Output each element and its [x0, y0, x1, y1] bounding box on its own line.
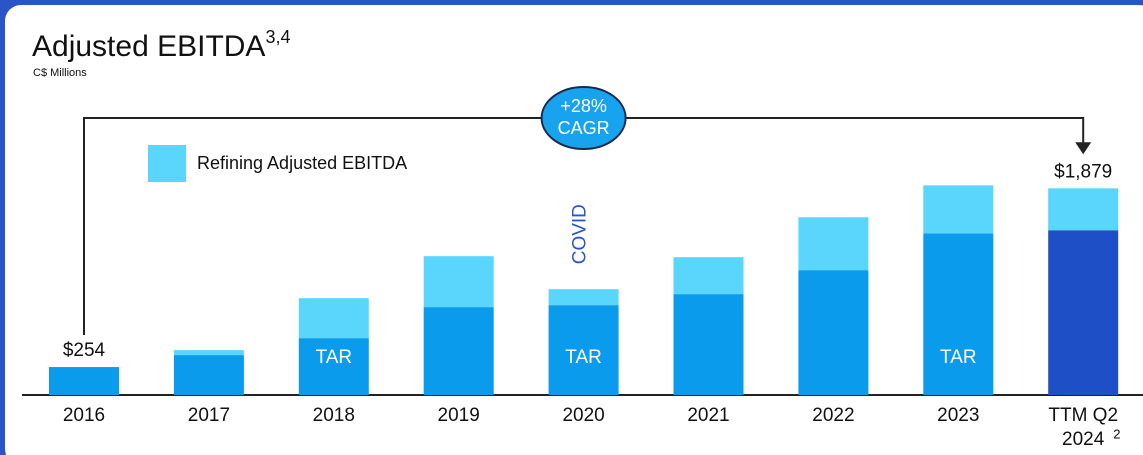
bar-segment — [548, 289, 619, 306]
bar-segment — [298, 338, 369, 395]
cagr-bubble — [540, 86, 627, 150]
x-tick-label: 2017 — [188, 405, 230, 426]
x-tick-label: 2021 — [687, 405, 729, 426]
bar-segment — [173, 350, 244, 356]
chart-title: Adjusted EBITDA3,4 — [32, 27, 290, 63]
x-tick-label: 2022 — [812, 405, 854, 426]
subtitle: C$ Millions — [33, 67, 87, 79]
x-tick-label: 2018 — [313, 405, 355, 426]
bar-segment — [1048, 188, 1119, 231]
x-tick-label: TTM Q2 — [1048, 405, 1118, 426]
bar-annotation: TAR — [565, 347, 602, 368]
footnote-marker: 2 — [1113, 426, 1120, 441]
x-tick-label: 2023 — [937, 405, 979, 426]
bar-segment — [673, 294, 744, 395]
bar-annotation: TAR — [940, 347, 977, 368]
bar-segment — [673, 257, 744, 295]
bar-segment — [49, 367, 119, 395]
bar-segment — [423, 256, 494, 308]
legend-label: Refining Adjusted EBITDA — [197, 153, 407, 173]
bar-segment — [923, 185, 994, 234]
title-text: Adjusted EBITDA — [32, 30, 265, 63]
cagr-text: +28% — [560, 96, 607, 116]
bar-segment — [298, 298, 369, 339]
cagr-text: CAGR — [558, 118, 610, 138]
covid-annotation: COVID — [570, 204, 591, 264]
total-label: $254 — [63, 340, 106, 361]
bar-segment — [173, 355, 244, 395]
bar-segment — [798, 217, 869, 271]
title-superscript: 3,4 — [265, 27, 290, 47]
total-label: $1,879 — [1054, 161, 1112, 182]
bar-segment — [798, 270, 869, 395]
x-tick-label: 2019 — [438, 405, 480, 426]
x-tick-label: 2024 — [1062, 429, 1105, 450]
bar-segment — [923, 233, 994, 395]
x-tick-label: 2016 — [63, 405, 105, 426]
bar-segment — [423, 307, 494, 395]
legend-swatch — [148, 145, 186, 182]
cagr-arrowhead — [1075, 142, 1092, 155]
x-tick-label: 2020 — [562, 405, 604, 426]
bar-annotation: TAR — [316, 347, 353, 368]
bar-segment — [548, 305, 619, 395]
bar-segment — [1048, 230, 1119, 395]
